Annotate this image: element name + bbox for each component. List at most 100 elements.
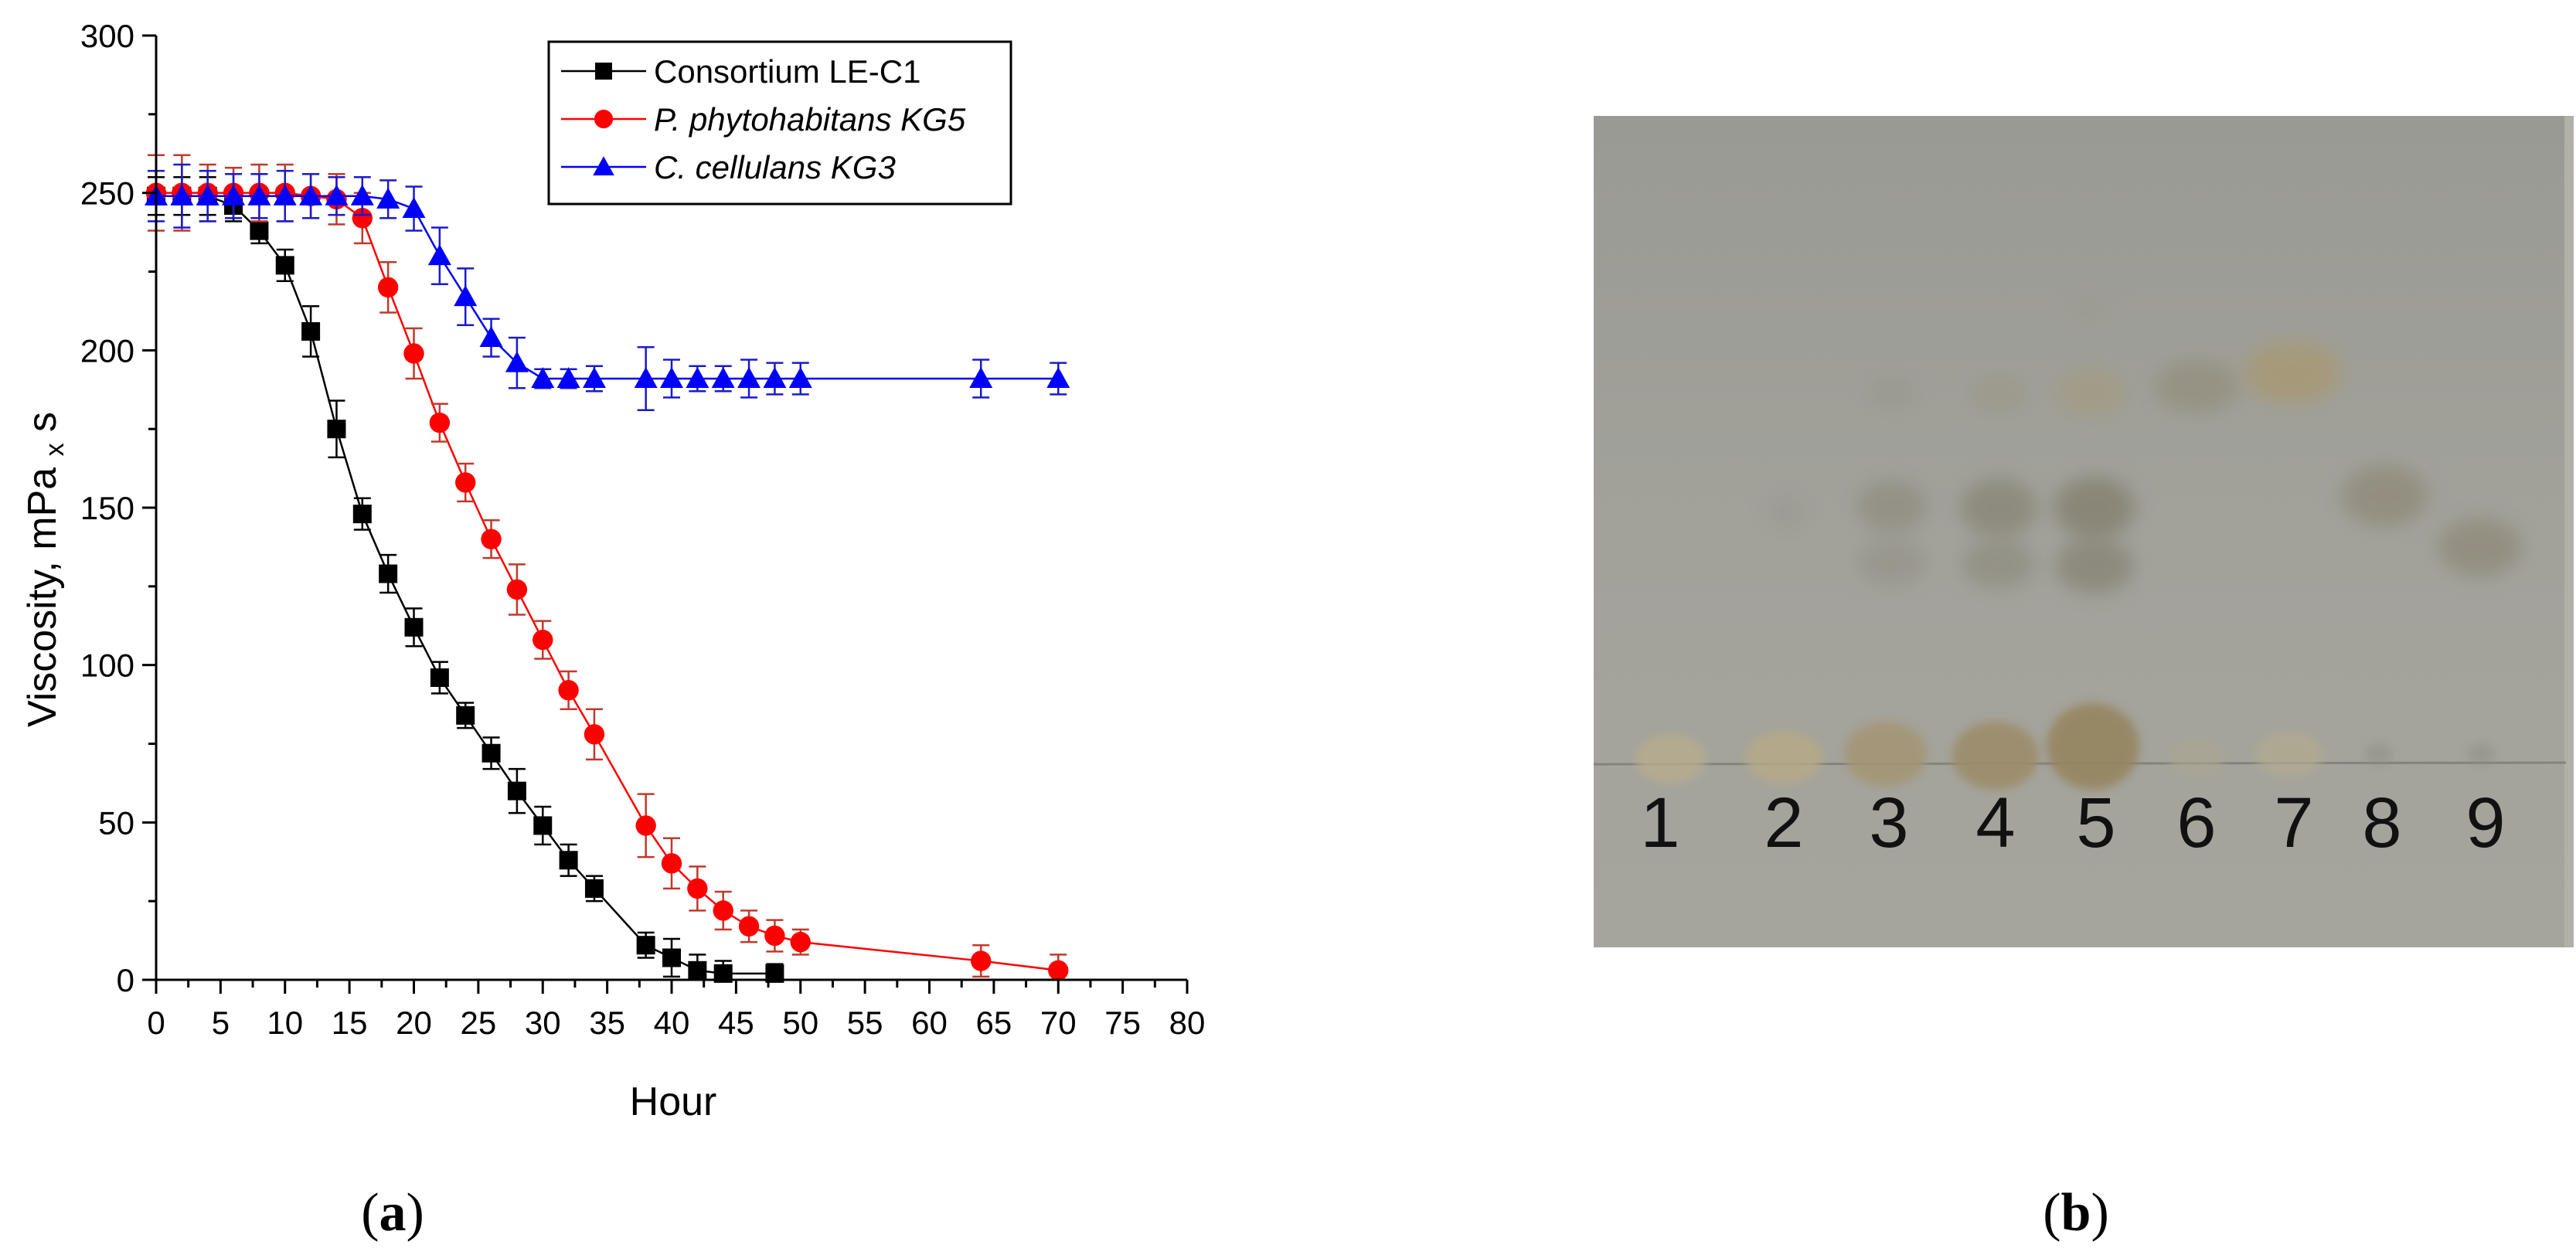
data-point [327,420,346,439]
data-point [377,277,399,298]
data-point [196,184,219,206]
tlc-origin-spot [1745,731,1822,784]
x-tick-label: 30 [525,1005,561,1041]
data-point [376,187,400,209]
tlc-spot [2056,538,2133,593]
data-point [404,617,424,637]
x-tick-label: 50 [782,1005,818,1041]
tlc-origin-spot [2169,737,2224,777]
data-point [763,366,787,388]
x-tick-label: 75 [1104,1005,1141,1041]
data-point [662,948,681,967]
tlc-spot [1767,496,1807,530]
x-tick-label: 60 [911,1005,948,1041]
x-tick-label: 20 [396,1005,432,1041]
data-point [584,879,604,898]
tlc-spot [2243,342,2342,403]
data-point [427,244,451,266]
x-tick-label: 35 [589,1005,625,1041]
data-point [788,366,812,388]
data-point [507,781,526,801]
x-tick-label: 10 [267,1005,303,1041]
x-tick-label: 5 [212,1005,230,1041]
legend-label: P. phytohabitans KG5 [654,101,966,138]
data-point [479,326,503,348]
data-point [790,931,811,953]
data-point [635,815,656,836]
tlc-spot [2155,360,2238,413]
x-tick-label: 0 [147,1005,165,1041]
data-point [247,184,271,206]
data-point [403,343,424,364]
tlc-spot [1856,480,1928,532]
data-point [533,816,553,835]
series-line [156,192,1059,972]
y-tick-label: 300 [80,18,134,54]
series-3 [145,163,1070,411]
legend: Consortium LE-C1 P. phytohabitans KG5 C. c… [547,40,1012,206]
tlc-plate-right-edge [2564,116,2574,947]
x-axis-title: Hour [630,1080,717,1124]
data-point [1048,960,1069,981]
data-point [430,668,449,687]
legend-entries: Consortium LE-C1 P. phytohabitans KG5 C. c… [561,53,966,185]
data-point [1046,366,1070,388]
legend-marker [593,156,614,175]
tlc-lane-label: 5 [2076,784,2115,862]
data-point [456,706,475,725]
tlc-spot [1858,539,1926,586]
data-point [325,184,349,206]
y-tick-label: 150 [80,490,134,526]
tlc-origin-spot [1635,734,1707,784]
data-point [711,366,735,388]
plot-area [145,154,1070,983]
tlc-origin-spot [2255,731,2323,777]
data-point [582,366,606,388]
data-point [482,743,501,763]
data-point [506,579,528,600]
legend-label: Consortium LE-C1 [654,53,920,90]
data-point [275,256,294,275]
data-point [402,197,426,219]
data-point [687,878,708,899]
data-point [556,366,580,388]
y-axis-title: Viscosity, mPa x s [20,412,70,727]
tlc-spot [2342,465,2428,527]
tlc-spot [1962,539,2036,589]
data-point [299,184,323,206]
data-point [661,853,682,874]
tlc-origin-spot [2365,743,2393,765]
data-point [531,366,555,388]
legend-marker [594,109,614,129]
y-tick-label: 200 [80,332,134,369]
x-tick-label: 40 [654,1005,690,1041]
x-tick-label: 25 [461,1005,497,1041]
ticks-layer: 0 5 10 15 20 25 30 35 40 45 50 55 60 65 70 75 80 0 50 100 15… [80,18,1205,1041]
tlc-spot [2054,477,2135,539]
tlc-lane-label: 8 [2362,784,2401,862]
data-point [350,184,374,206]
data-point [429,412,451,434]
data-point [170,184,194,206]
tlc-spot [1869,378,1915,409]
tlc-lane-label: 4 [1975,784,2015,862]
tlc-spot [2438,518,2521,576]
x-tick-label: 15 [332,1005,368,1041]
data-point [971,950,992,971]
panel-a-caption: (a) [361,1183,424,1243]
tlc-origin-spot [2467,743,2495,765]
tlc-lane-label: 7 [2274,784,2313,862]
data-point [558,680,579,701]
x-tick-label: 80 [1169,1005,1206,1041]
data-point [454,285,478,307]
tlc-origin-spot [1844,722,1928,787]
data-point [660,366,683,388]
data-point [273,184,297,206]
x-tick-label: 65 [976,1005,1012,1041]
legend-label: C. cellulans KG3 [654,149,896,185]
tlc-lane-label: 9 [2465,784,2505,862]
y-tick-label: 0 [117,962,134,998]
